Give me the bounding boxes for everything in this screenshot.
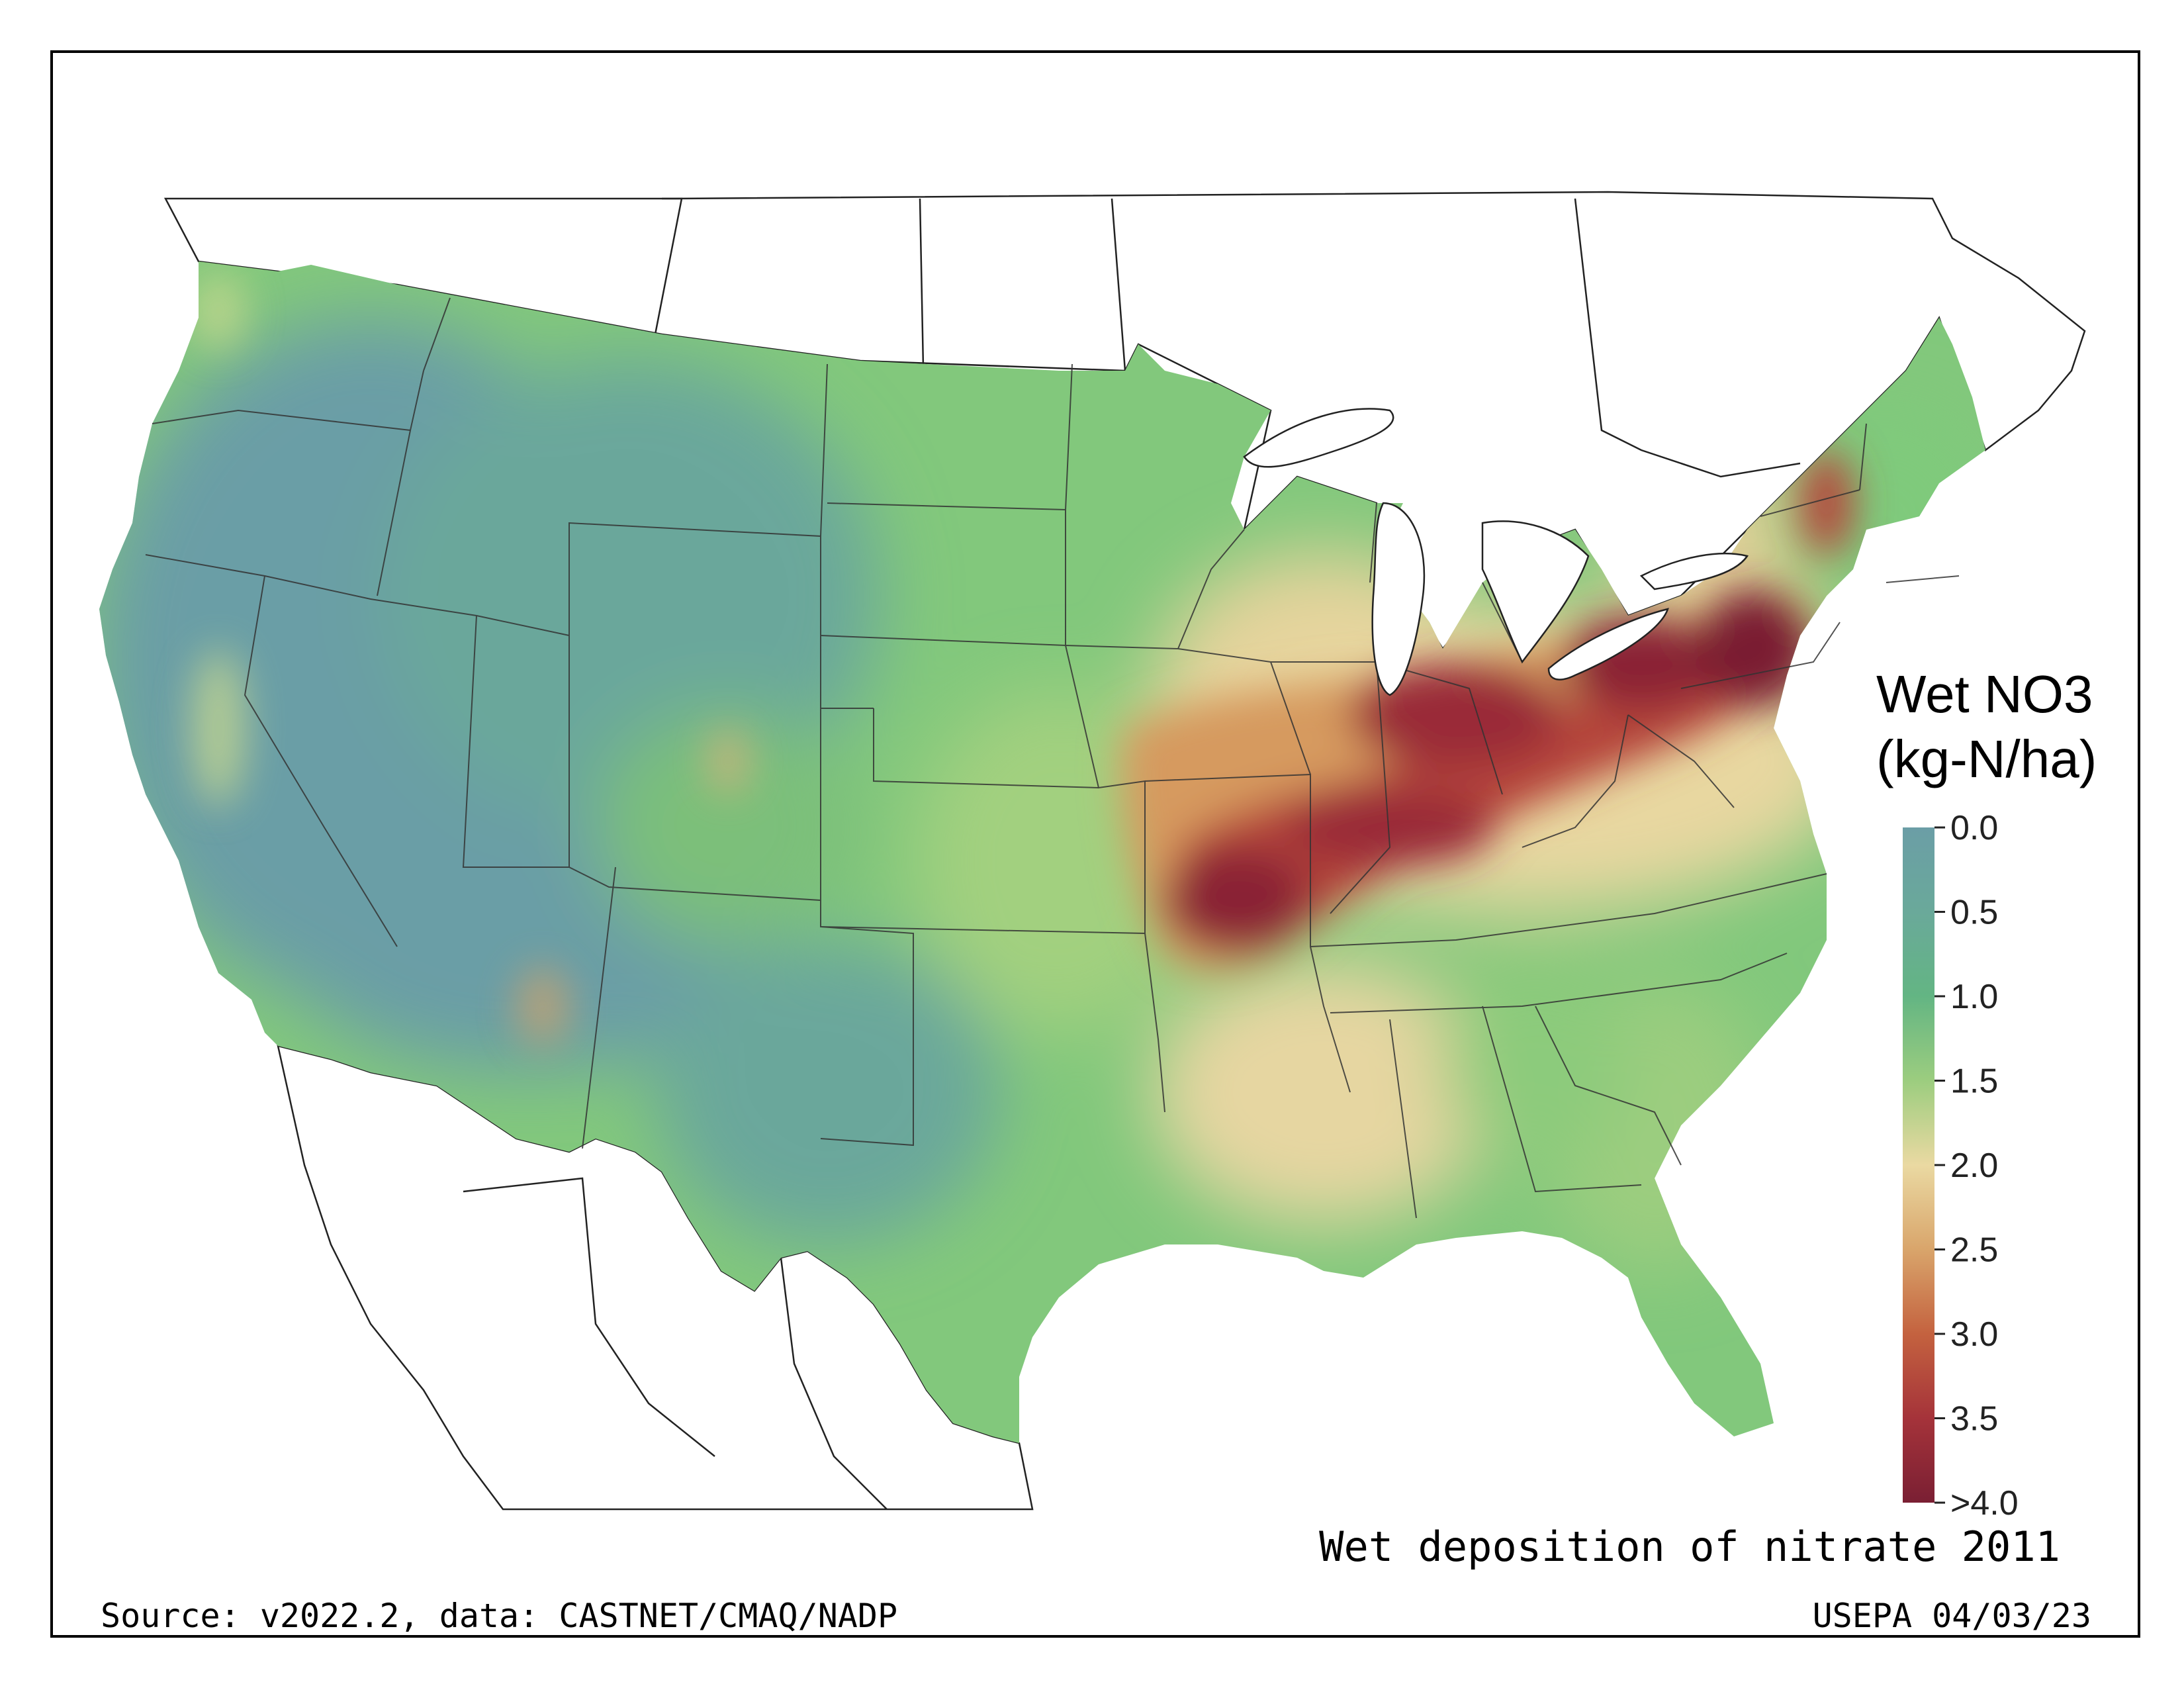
source-note: Source: v2022.2, data: CASTNET/CMAQ/NADP <box>101 1597 898 1635</box>
legend-tick-label: 2.0 <box>1950 1147 1998 1185</box>
map-frame <box>50 50 2140 1638</box>
legend-tick-label: 0.5 <box>1950 894 1998 932</box>
legend-tick-label: >4.0 <box>1950 1484 2019 1523</box>
legend-title-line1: Wet NO3 <box>1876 665 2093 724</box>
map-caption: Wet deposition of nitrate 2011 <box>1319 1523 2060 1571</box>
legend-colorbar <box>1903 827 1934 1503</box>
agency-date: USEPA 04/03/23 <box>1812 1597 2091 1635</box>
legend-tick-label: 0.0 <box>1950 809 1998 847</box>
legend-tick-label: 2.5 <box>1950 1231 1998 1270</box>
state-boundaries <box>145 297 1960 1219</box>
legend-ticks: 0.0 0.5 1.0 1.5 2.0 2.5 3.0 3.5 >4.0 <box>1934 809 2019 1523</box>
legend-tick-label: 3.0 <box>1950 1315 1998 1354</box>
legend-tick-label: 1.0 <box>1950 978 1998 1016</box>
legend-tick-label: 3.5 <box>1950 1400 1998 1438</box>
great-lakes <box>1243 408 1749 696</box>
legend-title-line2: (kg-N/ha) <box>1876 729 2097 788</box>
legend-tick-label: 1.5 <box>1950 1062 1998 1101</box>
legend-title: Wet NO3 (kg-N/ha) <box>1876 662 2141 792</box>
